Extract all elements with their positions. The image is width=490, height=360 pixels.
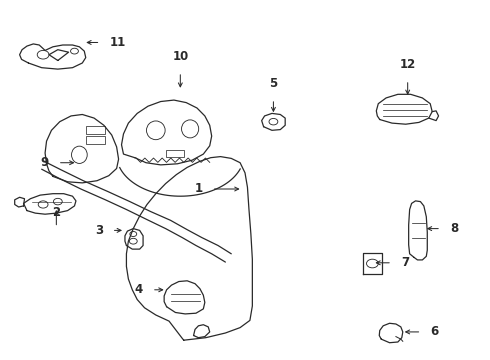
Text: 9: 9 bbox=[41, 156, 49, 169]
Text: 12: 12 bbox=[399, 58, 416, 71]
Text: 3: 3 bbox=[95, 224, 103, 237]
Text: 1: 1 bbox=[195, 183, 203, 195]
Text: 8: 8 bbox=[450, 222, 458, 235]
Text: 4: 4 bbox=[135, 283, 143, 296]
Text: 7: 7 bbox=[401, 256, 409, 269]
Bar bbox=[86, 136, 105, 144]
Text: 10: 10 bbox=[172, 50, 189, 63]
Text: 11: 11 bbox=[109, 36, 125, 49]
Bar bbox=[166, 150, 184, 157]
Bar bbox=[86, 126, 105, 134]
Text: 6: 6 bbox=[430, 325, 439, 338]
Text: 2: 2 bbox=[52, 206, 60, 219]
Text: 5: 5 bbox=[270, 77, 277, 90]
